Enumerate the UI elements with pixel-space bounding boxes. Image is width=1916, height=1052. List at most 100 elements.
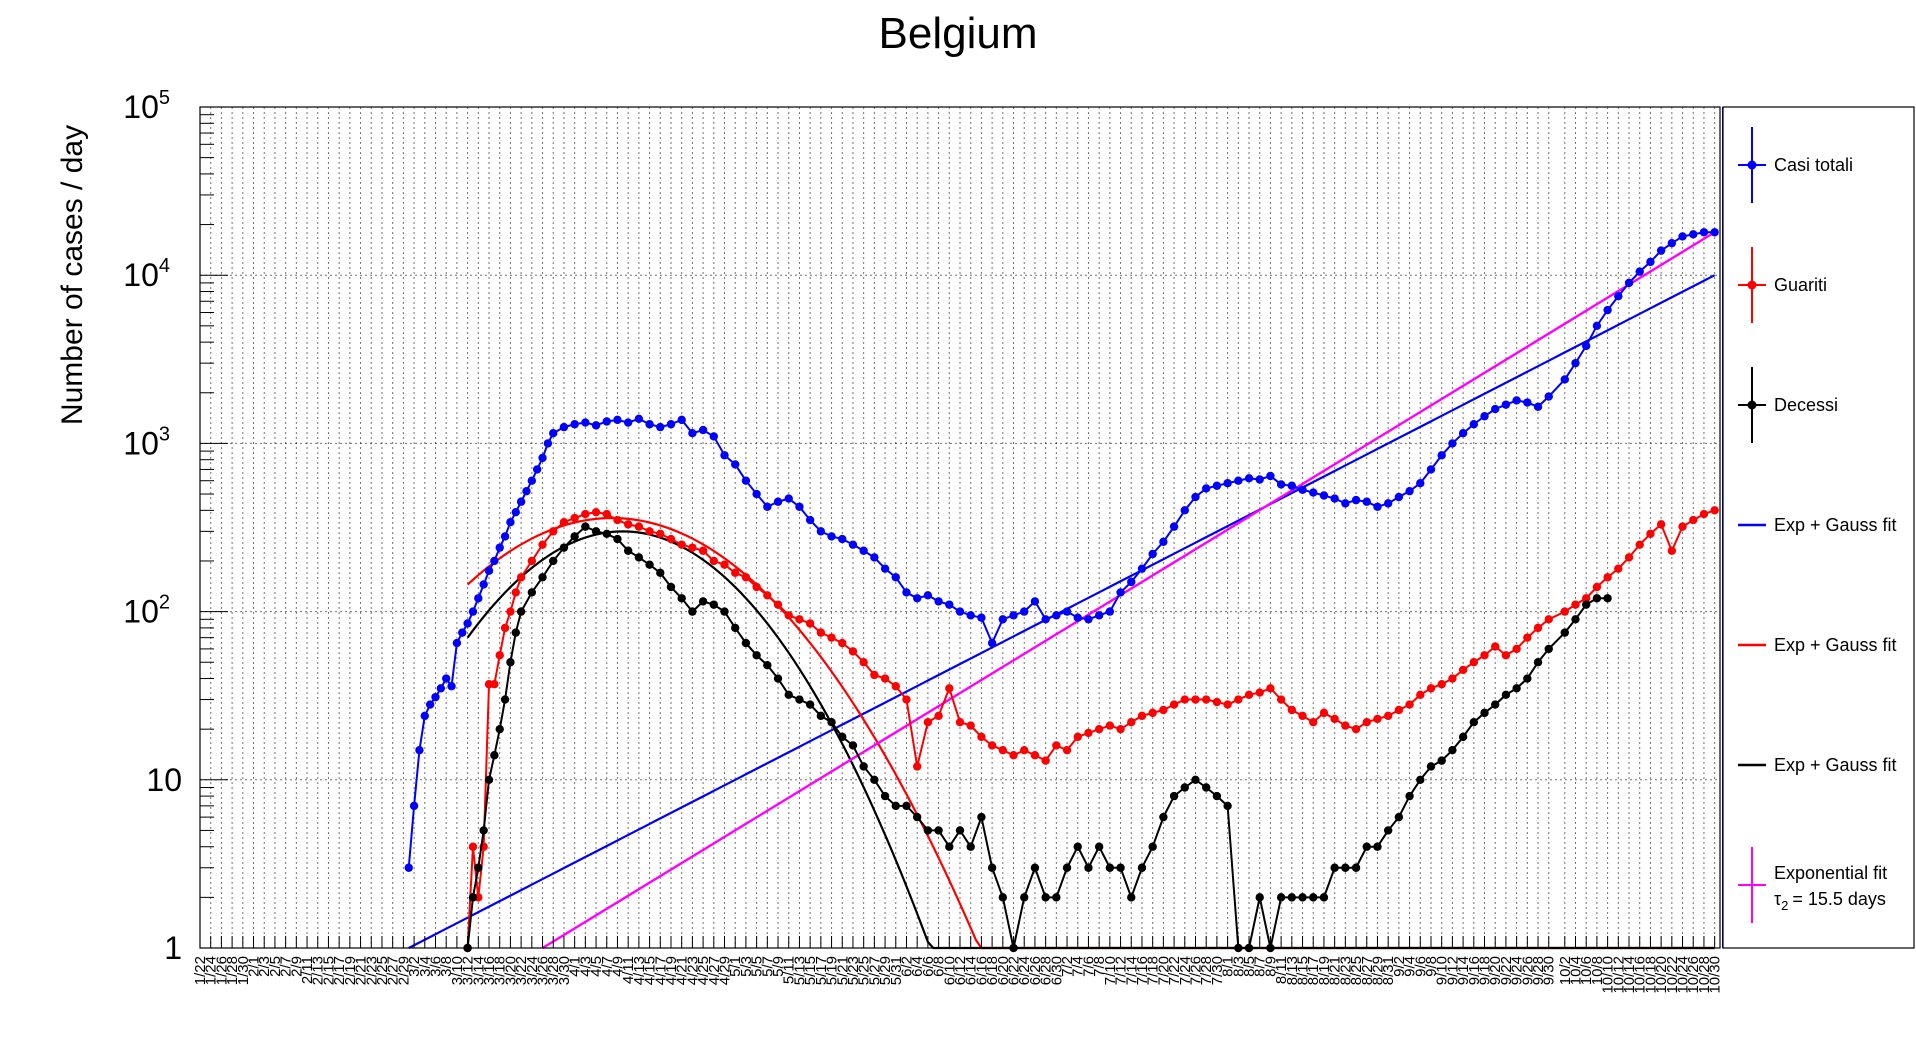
x-tick-label: 6/14 <box>963 956 980 985</box>
data-point <box>1544 392 1553 401</box>
data-point <box>656 568 665 578</box>
y-tick-exponent: 4 <box>159 255 170 277</box>
data-point <box>543 439 553 448</box>
data-point <box>945 684 954 693</box>
data-point <box>1341 863 1350 872</box>
x-tick-label: 5/7 <box>759 956 776 977</box>
x-tick-label: 7/6 <box>1080 956 1097 977</box>
x-tick-label: 8/25 <box>1348 956 1365 985</box>
data-point <box>688 543 697 552</box>
data-point <box>490 751 499 760</box>
y-tick-base: 10 <box>123 257 159 293</box>
data-point <box>404 863 413 872</box>
data-point <box>474 594 483 603</box>
data-point <box>1009 751 1018 760</box>
data-point <box>1710 228 1719 237</box>
x-tick-label: 3/24 <box>524 956 541 985</box>
data-point <box>1062 745 1072 755</box>
data-point <box>1351 724 1361 734</box>
x-tick-label: 2/7 <box>278 956 295 977</box>
x-tick-label: 10/18 <box>1642 956 1659 994</box>
data-point <box>698 597 708 606</box>
data-point <box>1560 375 1569 384</box>
data-point <box>934 597 943 606</box>
x-tick-label: 10/12 <box>1610 956 1627 994</box>
data-point <box>1571 600 1580 609</box>
data-point <box>634 414 644 424</box>
x-tick-label: 9/28 <box>1530 956 1547 985</box>
legend-label: Exp + Gauss fit <box>1774 635 1897 655</box>
data-point <box>559 518 569 527</box>
x-tick-label: 5/3 <box>738 956 755 977</box>
data-point <box>1287 705 1297 715</box>
data-point <box>945 842 954 851</box>
data-point <box>1105 607 1115 616</box>
data-point <box>1373 502 1382 511</box>
x-tick-label: 1/30 <box>235 956 252 985</box>
data-point <box>1073 842 1082 851</box>
x-tick-label: 2/11 <box>299 956 316 984</box>
data-point <box>1405 791 1414 801</box>
data-point <box>656 529 665 539</box>
x-tick-label: 6/2 <box>898 956 915 977</box>
data-point <box>1458 428 1468 438</box>
x-tick-label: 9/2 <box>1391 956 1408 977</box>
data-point <box>645 560 654 569</box>
data-point <box>634 553 644 562</box>
x-tick-label: 5/19 <box>824 956 841 985</box>
x-tick-label: 7/2 <box>1059 956 1076 977</box>
data-point <box>1073 732 1082 742</box>
data-point <box>891 682 900 691</box>
y-axis-label: Number of cases / day <box>56 125 89 425</box>
x-tick-label: 8/19 <box>1316 956 1333 985</box>
data-point <box>912 762 922 771</box>
x-tick-label: 4/27 <box>706 956 723 985</box>
data-point <box>1137 564 1147 573</box>
data-point <box>677 594 686 603</box>
data-point <box>1501 690 1511 700</box>
data-point <box>1191 695 1200 704</box>
data-point <box>559 543 569 552</box>
data-point <box>420 711 429 721</box>
data-point <box>1416 690 1425 700</box>
legend-entry: Exp + Gauss fit <box>1738 515 1897 535</box>
data-point <box>495 724 504 734</box>
data-point <box>479 580 488 589</box>
data-point <box>1212 697 1222 707</box>
legend-entry: Decessi <box>1738 367 1838 443</box>
x-tick-label: 8/11 <box>1273 956 1290 984</box>
x-tick-label: 5/31 <box>888 956 905 985</box>
x-tick-label: 7/16 <box>1134 956 1151 985</box>
x-tick-label: 10/20 <box>1653 956 1670 994</box>
data-point <box>1180 506 1189 515</box>
x-tick-label: 2/25 <box>374 956 391 985</box>
data-point <box>838 534 847 544</box>
data-point <box>784 690 793 700</box>
legend-entry: Guariti <box>1738 247 1827 323</box>
series-line-decessi <box>466 525 1608 949</box>
data-point <box>527 476 537 485</box>
data-point <box>458 628 467 637</box>
data-point <box>1533 658 1543 667</box>
data-point <box>1169 522 1179 531</box>
data-point <box>1212 791 1222 801</box>
x-tick-label: 5/5 <box>749 956 766 977</box>
x-tick-label: 2/17 <box>331 956 348 985</box>
data-point <box>1491 700 1500 709</box>
data-point <box>741 476 751 485</box>
data-point <box>688 607 697 616</box>
data-point <box>955 826 965 835</box>
data-point <box>1041 615 1050 624</box>
data-point <box>827 718 836 727</box>
data-point <box>1603 594 1612 603</box>
data-point <box>1330 494 1339 503</box>
data-point <box>468 607 478 616</box>
data-point <box>602 509 611 519</box>
data-point <box>1405 486 1414 496</box>
data-point <box>945 600 954 609</box>
data-point <box>1127 718 1136 727</box>
data-point <box>1394 492 1404 502</box>
data-point <box>1373 842 1382 851</box>
x-tick-label: 8/7 <box>1252 956 1269 977</box>
data-point <box>1191 775 1200 784</box>
